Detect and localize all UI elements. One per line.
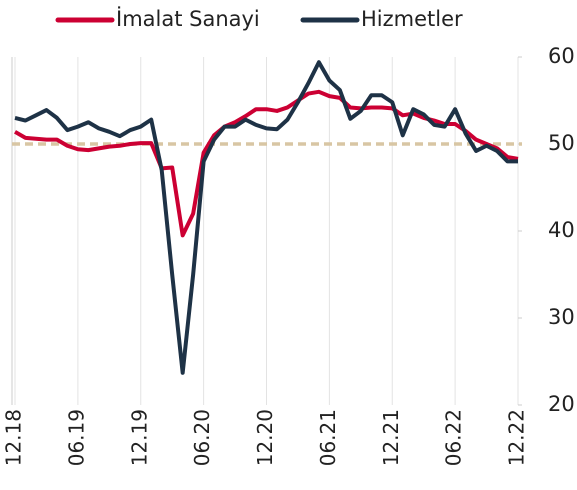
- series-line: [14, 60, 518, 375]
- y-tick-label: 50: [548, 131, 575, 155]
- x-tick-label: 12.19: [127, 409, 151, 466]
- x-tick-label: 12.20: [253, 409, 277, 466]
- x-tick-label: 12.18: [2, 409, 26, 466]
- x-tick-label: 06.19: [64, 409, 88, 466]
- series-line: [13, 89, 519, 238]
- y-tick-label: 60: [548, 44, 575, 68]
- legend-label: Hizmetler: [361, 7, 463, 31]
- y-tick-label: 20: [548, 392, 575, 416]
- x-tick-label: 06.21: [316, 409, 340, 466]
- x-tick-label: 12.21: [379, 409, 403, 466]
- y-tick-label: 30: [548, 305, 575, 329]
- x-tick-label: 06.20: [190, 409, 214, 466]
- legend-label: İmalat Sanayi: [116, 6, 260, 31]
- x-tick-label: 06.22: [442, 409, 466, 466]
- x-tick-label: 12.22: [505, 409, 529, 466]
- y-tick-label: 40: [548, 218, 575, 242]
